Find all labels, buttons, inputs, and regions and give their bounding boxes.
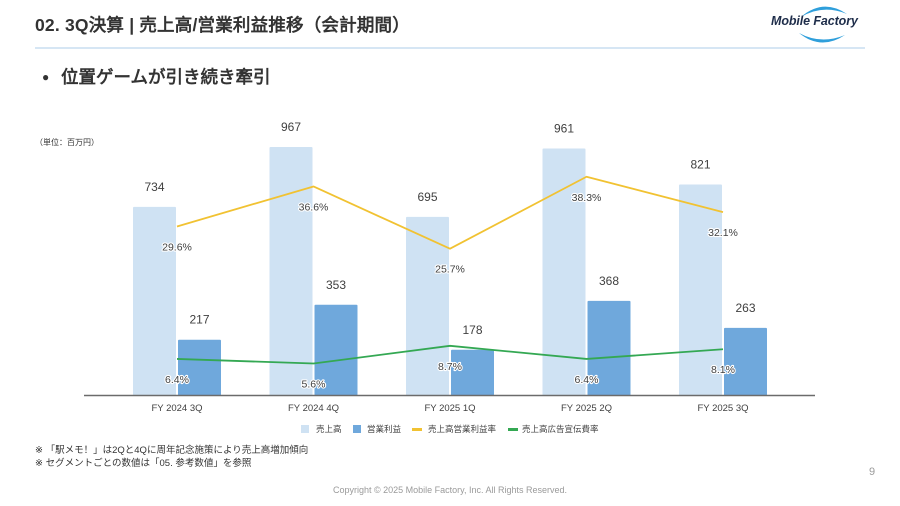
bar-sales-value-label: 695 [417,190,437,204]
line-operating-margin-value-label: 29.6% [162,241,192,253]
line-operating-margin-value-label: 32.1% [708,227,738,239]
bar-sales-value-label: 734 [144,180,164,194]
bar-sales [679,184,722,396]
mobile-factory-logo-icon [799,6,847,43]
x-axis-tick-label: FY 2025 3Q [697,403,748,414]
footnote: ※ 「駅メモ！」は2Qと4Qに周年記念施策により売上高増加傾向 [35,445,309,456]
legend-line-ad-ratio [508,428,518,431]
legend-line-operating-margin [412,428,422,431]
footnotes: ※ 「駅メモ！」は2Qと4Qに周年記念施策により売上高増加傾向 ※ セグメントご… [35,444,308,470]
legend-swatch-operating-profit [353,425,361,433]
copyright-text: Copyright © 2025 Mobile Factory, Inc. Al… [332,485,568,495]
legend-label-operating-margin: 売上高営業利益率 [428,424,497,434]
bar-operating-profit [314,304,358,396]
page-number: 9 [869,466,876,478]
x-axis-tick-label: FY 2025 1Q [424,403,475,414]
line-operating-margin-value-label: 38.3% [572,192,602,204]
legend-label-ad-ratio: 売上高広告宣伝費率 [522,424,599,434]
bar-operating-profit-value-label: 353 [326,278,346,292]
line-operating-margin-value-label: 36.6% [299,201,329,213]
bar-operating-profit [724,327,767,396]
bar-operating-profit-value-label: 217 [189,313,209,327]
chart-unit-label: （単位：百万円） [35,138,99,147]
line-ad-ratio-value-label: 5.6% [302,379,326,391]
x-axis-tick-label: FY 2025 2Q [561,403,612,414]
x-axis-tick-label: FY 2024 4Q [288,403,339,414]
header-divider [35,47,865,49]
line-ad-ratio-value-label: 6.4% [575,374,599,386]
page-title: 02. 3Q決算 | 売上高/営業利益推移（会計期間） [35,15,410,35]
bullet-dot-icon: ● [42,70,50,84]
category-axis-labels: FY 2024 3Q FY 2024 4Q FY 2025 1Q FY 2025 2Q… [151,403,748,414]
line-operating-margin-value-label: 25.7% [435,264,465,276]
line-ad-ratio-value-label: 8.7% [438,361,462,373]
bar-operating-profit-value-label: 178 [462,323,482,337]
legend-label-sales: 売上高 [316,424,342,434]
logo-swoosh-top [801,6,847,17]
bar-operating-profit-value-label: 368 [599,274,619,288]
legend-swatch-sales [301,425,309,433]
bar-operating-profit [451,349,494,396]
bar-operating-profit [178,339,221,396]
headline-bullet-text: 位置ゲームが引き続き牽引 [61,67,271,87]
bar-sales [133,206,176,396]
labels-layer: 734 967 695 961 821 217 353 178 368 263 29.6% 36.6%… [144,120,755,392]
bar-sales-value-label: 967 [281,120,301,134]
bar-sales [542,148,586,396]
line-operating-margin [176,175,724,250]
legend-label-operating-profit: 営業利益 [367,424,402,434]
bar-operating-profit [587,300,631,396]
bar-sales-value-label: 961 [554,122,574,136]
footnote: ※ セグメントごとの数値は「05. 参考数値」を参照 [35,458,252,469]
bar-sales-value-label: 821 [690,158,710,172]
bar-sales [269,146,313,396]
logo-text: Mobile Factory [771,14,858,28]
line-ad-ratio-value-label: 6.4% [165,374,189,386]
bar-operating-profit-value-label: 263 [735,301,755,315]
lines-layer [176,175,724,365]
line-ad-ratio-value-label: 8.1% [711,364,735,376]
x-axis-tick-label: FY 2024 3Q [151,403,202,414]
logo-swoosh-bottom [799,33,845,43]
